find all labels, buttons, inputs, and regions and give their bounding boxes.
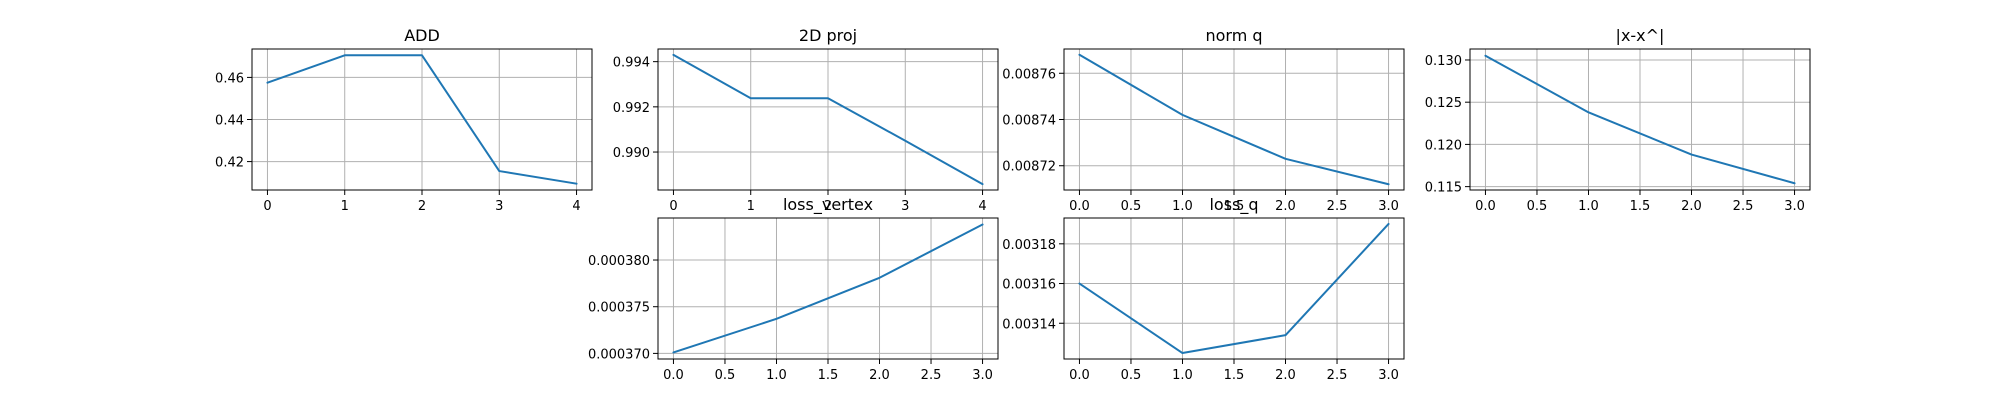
y-tick-label: 0.42	[215, 156, 244, 171]
x-tick-label: 4	[572, 199, 580, 214]
y-tick-label: 0.00872	[1002, 160, 1056, 175]
x-tick-label: 1.0	[1578, 199, 1599, 214]
subplot-title: loss_vertex	[783, 195, 873, 215]
y-tick-label: 0.44	[215, 114, 244, 129]
y-tick-label: 0.115	[1425, 181, 1462, 196]
x-tick-label: 3	[495, 199, 503, 214]
subplot-title: |x-x^|	[1616, 26, 1665, 45]
subplot-title: norm q	[1205, 26, 1262, 45]
series-line	[1078, 53, 1390, 186]
x-tick-label: 0.0	[1069, 199, 1090, 214]
x-tick-label: 3.0	[972, 368, 993, 383]
y-tick-label: 0.00316	[1002, 278, 1056, 293]
x-tick-label: 2.0	[1275, 368, 1296, 383]
x-tick-label: 1.5	[1630, 199, 1651, 214]
x-tick-label: 2	[824, 199, 832, 214]
series-line	[672, 223, 984, 354]
subplot-title: loss_q	[1209, 195, 1258, 215]
x-tick-label: 2.5	[1327, 199, 1348, 214]
x-tick-label: 1	[747, 199, 755, 214]
x-tick-label: 1.5	[1224, 368, 1245, 383]
subplot-title: 2D proj	[799, 26, 857, 45]
x-tick-label: 1.5	[1224, 199, 1245, 214]
y-tick-label: 0.46	[215, 71, 244, 86]
x-tick-label: 0.5	[1121, 199, 1142, 214]
x-tick-label: 1.0	[1172, 368, 1193, 383]
y-tick-label: 0.00874	[1002, 114, 1056, 129]
y-tick-label: 0.00876	[1002, 67, 1056, 82]
x-tick-label: 3	[901, 199, 909, 214]
y-tick-label: 0.125	[1425, 96, 1462, 111]
x-tick-label: 1.0	[1172, 199, 1193, 214]
x-tick-label: 1	[341, 199, 349, 214]
y-tick-label: 0.994	[613, 56, 650, 71]
x-tick-label: 1.0	[766, 368, 787, 383]
y-tick-label: 0.992	[613, 101, 650, 116]
x-tick-label: 0.5	[715, 368, 736, 383]
x-tick-label: 0	[669, 199, 677, 214]
x-tick-label: 2	[418, 199, 426, 214]
x-tick-label: 3.0	[1378, 199, 1399, 214]
x-tick-label: 2.0	[1681, 199, 1702, 214]
series-line	[1078, 222, 1390, 355]
x-tick-label: 1.5	[818, 368, 839, 383]
subplot-5: 0.0 0.5 1.0 1.5 2.0 2.5 3.0 0.00314 0.00316 0.003…	[1002, 195, 1405, 383]
y-tick-label: 0.000380	[588, 254, 650, 269]
y-tick-label: 0.000370	[588, 347, 650, 362]
y-tick-label: 0.120	[1425, 138, 1462, 153]
x-tick-label: 0.5	[1121, 368, 1142, 383]
subplot-4: 0.0 0.5 1.0 1.5 2.0 2.5 3.0 0.000370 0.000375 0.0…	[588, 195, 999, 383]
x-tick-label: 4	[978, 199, 986, 214]
y-tick-label: 0.00318	[1002, 238, 1056, 253]
x-tick-label: 2.0	[1275, 199, 1296, 214]
x-tick-label: 3.0	[1784, 199, 1805, 214]
series-line	[1484, 54, 1796, 185]
x-tick-label: 0.0	[1475, 199, 1496, 214]
series-line	[672, 53, 984, 186]
y-tick-label: 0.00314	[1002, 317, 1056, 332]
x-tick-label: 2.0	[869, 368, 890, 383]
subplot-1: 0 1 2 3 4 0.990 0.992 0.994 2D proj	[613, 26, 999, 214]
x-tick-label: 0	[263, 199, 271, 214]
x-tick-label: 2.5	[921, 368, 942, 383]
subplot-2: 0.0 0.5 1.0 1.5 2.0 2.5 3.0 0.00872 0.00874 0.008…	[1002, 26, 1405, 214]
x-tick-label: 3.0	[1378, 368, 1399, 383]
x-tick-label: 0.5	[1527, 199, 1548, 214]
subplot-title: ADD	[404, 26, 440, 45]
y-tick-label: 0.130	[1425, 54, 1462, 69]
y-tick-label: 0.990	[613, 146, 650, 161]
subplot-3: 0.0 0.5 1.0 1.5 2.0 2.5 3.0 0.115 0.120 0.125 0.13…	[1425, 26, 1811, 214]
x-tick-label: 0.0	[663, 368, 684, 383]
x-tick-label: 2.5	[1327, 368, 1348, 383]
series-line	[266, 54, 578, 185]
x-tick-label: 2.5	[1733, 199, 1754, 214]
x-tick-label: 0.0	[1069, 368, 1090, 383]
subplot-0: 0 1 2 3 4 0.42 0.44 0.46 ADD	[215, 26, 593, 214]
y-tick-label: 0.000375	[588, 301, 650, 316]
